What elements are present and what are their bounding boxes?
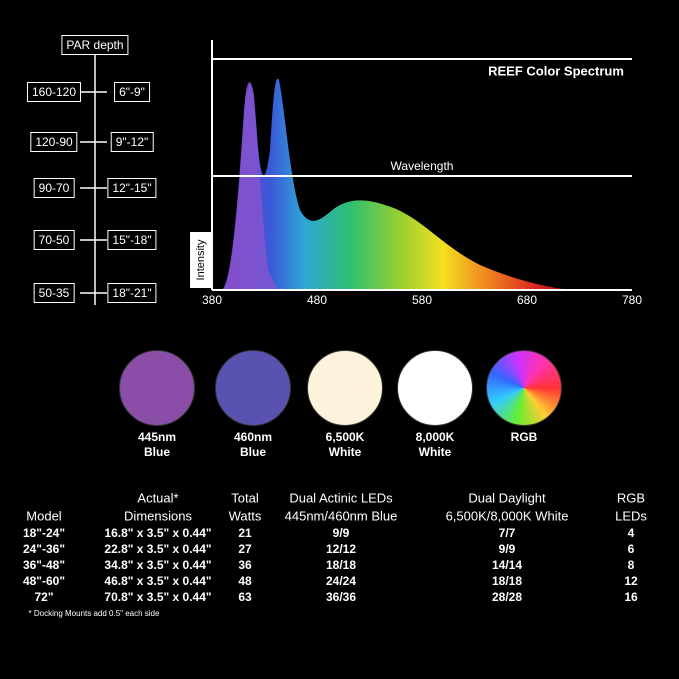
swatch-label: 460nm <box>233 430 273 444</box>
table-header: Dimensions <box>124 508 192 524</box>
swatch-label: Blue <box>239 445 267 459</box>
actinic-peak <box>224 82 278 290</box>
table-cell: 27 <box>238 542 252 556</box>
x-tick-label: 680 <box>516 293 538 307</box>
table-header: RGB <box>616 490 646 506</box>
table-cell: 22.8" x 3.5" x 0.44" <box>104 542 212 556</box>
par-header: PAR depth <box>61 35 129 55</box>
table-header: Dual Actinic LEDs <box>289 490 393 506</box>
x-tick-label: 580 <box>411 293 433 307</box>
table-cell: 16 <box>624 590 638 604</box>
table-header: 445nm/460nm Blue <box>284 508 398 524</box>
table-header: Dual Daylight <box>468 490 546 506</box>
table-cell: 9/9 <box>498 542 516 556</box>
table-header: Actual* <box>137 490 179 506</box>
table-cell: 18/18 <box>491 574 523 588</box>
table-cell: 12 <box>624 574 638 588</box>
table-cell: 36/36 <box>325 590 357 604</box>
color-swatch <box>486 350 562 426</box>
depth-value: 9"-12" <box>110 132 154 152</box>
table-cell: 36 <box>238 558 252 572</box>
swatch-label: Blue <box>143 445 171 459</box>
color-swatch <box>119 350 195 426</box>
table-cell: 9/9 <box>332 526 350 540</box>
x-tick-label: 380 <box>201 293 223 307</box>
swatch-label: 445nm <box>137 430 177 444</box>
y-label: Intensity <box>195 239 207 280</box>
table-header: Total <box>231 490 259 506</box>
par-value: 90-70 <box>33 178 75 198</box>
swatch-label: 6,500K <box>325 430 365 444</box>
table-cell: 36"-48" <box>22 558 66 572</box>
table-cell: 16.8" x 3.5" x 0.44" <box>104 526 212 540</box>
par-value: 160-120 <box>26 82 82 102</box>
depth-value: 15"-18" <box>107 230 157 250</box>
color-swatch <box>215 350 291 426</box>
footnote: * Docking Mounts add 0.5" each side <box>28 609 160 618</box>
x-tick-label: 780 <box>621 293 643 307</box>
depth-value: 12"-15" <box>107 178 157 198</box>
par-value: 50-35 <box>33 283 75 303</box>
color-swatch <box>397 350 473 426</box>
table-cell: 12/12 <box>325 542 357 556</box>
table-cell: 48 <box>238 574 252 588</box>
table-cell: 70.8" x 3.5" x 0.44" <box>104 590 212 604</box>
color-swatch <box>307 350 383 426</box>
table-cell: 6 <box>627 542 635 556</box>
swatch-label: White <box>328 445 362 459</box>
table-cell: 24/24 <box>325 574 357 588</box>
spectrum-chart: Intensity <box>190 40 632 291</box>
table-header: LEDs <box>615 508 647 524</box>
table-cell: 18/18 <box>325 558 357 572</box>
table-cell: 4 <box>627 526 635 540</box>
table-cell: 7/7 <box>498 526 516 540</box>
table-cell: 48"-60" <box>22 574 66 588</box>
table-cell: 14/14 <box>491 558 523 572</box>
depth-value: 6"-9" <box>114 82 150 102</box>
depth-value: 18"-21" <box>107 283 157 303</box>
spectrum-curve <box>222 78 570 290</box>
x-label: Wavelength <box>390 159 454 173</box>
table-cell: 34.8" x 3.5" x 0.44" <box>104 558 212 572</box>
table-cell: 72" <box>34 590 54 604</box>
table-cell: 21 <box>238 526 252 540</box>
par-value: 70-50 <box>33 230 75 250</box>
table-cell: 24"-36" <box>22 542 66 556</box>
table-cell: 46.8" x 3.5" x 0.44" <box>104 574 212 588</box>
y-label-box <box>190 232 211 288</box>
table-cell: 63 <box>238 590 252 604</box>
par-value: 120-90 <box>30 132 78 152</box>
table-header: Model <box>26 508 62 524</box>
table-cell: 28/28 <box>491 590 523 604</box>
table-header: 6,500K/8,000K White <box>445 508 569 524</box>
table-cell: 8 <box>627 558 635 572</box>
x-tick-label: 480 <box>306 293 328 307</box>
swatch-label: RGB <box>510 430 538 444</box>
swatch-label: 8,000K <box>415 430 455 444</box>
table-header: Watts <box>228 508 262 524</box>
spectrum-title: REEF Color Spectrum <box>488 63 624 79</box>
table-cell: 18"-24" <box>22 526 66 540</box>
swatch-label: White <box>418 445 452 459</box>
